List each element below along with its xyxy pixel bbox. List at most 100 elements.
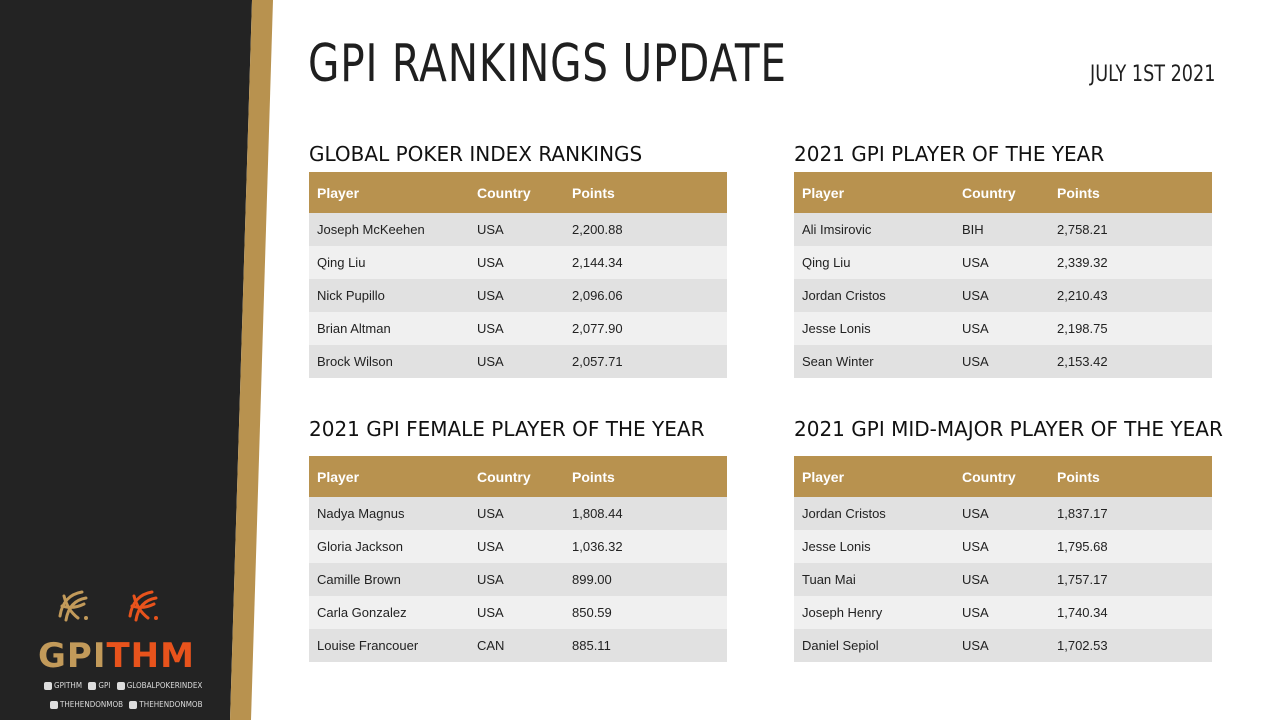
social-handle: THEHENDONMOB	[139, 700, 203, 709]
cell-points: 2,096.06	[572, 279, 727, 312]
cell-player: Joseph Henry	[794, 596, 962, 629]
cell-player: Louise Francouer	[309, 629, 477, 662]
cell-points: 1,740.34	[1057, 596, 1212, 629]
cell-country: USA	[962, 497, 1057, 530]
cell-player: Nadya Magnus	[309, 497, 477, 530]
cell-country: CAN	[477, 629, 572, 662]
table-row: Carla Gonzalez USA 850.59	[309, 596, 727, 629]
cell-player: Brock Wilson	[309, 345, 477, 378]
cell-points: 1,795.68	[1057, 530, 1212, 563]
cell-country: USA	[962, 312, 1057, 345]
social-handle: GLOBALPOKERINDEX	[126, 681, 203, 690]
rankings-table: Player Country Points Ali Imsirovic BIH 2,…	[794, 172, 1212, 378]
cell-player: Jesse Lonis	[794, 312, 962, 345]
cell-points: 2,144.34	[572, 246, 727, 279]
cell-player: Jordan Cristos	[794, 497, 962, 530]
table-row: Joseph McKeehen USA 2,200.88	[309, 213, 727, 246]
header-player: Player	[794, 172, 962, 213]
cell-player: Gloria Jackson	[309, 530, 477, 563]
social-row-2: THEHENDONMOB THEHENDONMOB	[46, 700, 203, 709]
twitter-icon	[50, 700, 58, 709]
section-title: GLOBAL POKER INDEX RANKINGS	[309, 142, 643, 166]
cell-player: Camille Brown	[309, 563, 477, 596]
social-handle: THEHENDONMOB	[60, 700, 124, 709]
cell-player: Tuan Mai	[794, 563, 962, 596]
table-row: Tuan Mai USA 1,757.17	[794, 563, 1212, 596]
table-row: Jordan Cristos USA 2,210.43	[794, 279, 1212, 312]
social-row-1: GPITHM GPI GLOBALPOKERINDEX	[40, 681, 202, 690]
section-title: 2021 GPI PLAYER OF THE YEAR	[794, 142, 1105, 166]
instagram-icon	[44, 681, 52, 690]
table-header: Player Country Points	[794, 456, 1212, 497]
cell-player: Jesse Lonis	[794, 530, 962, 563]
cell-country: USA	[477, 213, 572, 246]
header-points: Points	[1057, 456, 1212, 497]
header-points: Points	[1057, 172, 1212, 213]
cell-points: 2,153.42	[1057, 345, 1212, 378]
table-row: Camille Brown USA 899.00	[309, 563, 727, 596]
cell-points: 1,757.17	[1057, 563, 1212, 596]
cell-points: 2,339.32	[1057, 246, 1212, 279]
cell-country: USA	[962, 530, 1057, 563]
page-date: JULY 1ST 2021	[1090, 62, 1216, 87]
table-header: Player Country Points	[309, 172, 727, 213]
cell-country: BIH	[962, 213, 1057, 246]
header-country: Country	[962, 456, 1057, 497]
table-header: Player Country Points	[794, 172, 1212, 213]
cell-country: USA	[962, 279, 1057, 312]
logo-thm-text: THM	[106, 636, 195, 676]
table-row: Louise Francouer CAN 885.11	[309, 629, 727, 662]
cell-points: 2,057.71	[572, 345, 727, 378]
cell-country: USA	[477, 312, 572, 345]
header-points: Points	[572, 172, 727, 213]
table-row: Joseph Henry USA 1,740.34	[794, 596, 1212, 629]
cell-country: USA	[477, 596, 572, 629]
cell-country: USA	[962, 629, 1057, 662]
cell-player: Ali Imsirovic	[794, 213, 962, 246]
rankings-table: Player Country Points Joseph McKeehen USA…	[309, 172, 727, 378]
cell-player: Carla Gonzalez	[309, 596, 477, 629]
cell-points: 899.00	[572, 563, 727, 596]
header-player: Player	[794, 456, 962, 497]
cell-country: USA	[477, 345, 572, 378]
cell-country: USA	[477, 563, 572, 596]
table-row: Jordan Cristos USA 1,837.17	[794, 497, 1212, 530]
social-handle: GPITHM	[54, 681, 83, 690]
table-row: Qing Liu USA 2,144.34	[309, 246, 727, 279]
gpi-globe-icon	[58, 590, 88, 622]
header-country: Country	[477, 456, 572, 497]
cell-country: USA	[962, 563, 1057, 596]
facebook-icon	[129, 700, 138, 709]
thm-globe-icon	[128, 590, 158, 622]
cell-player: Nick Pupillo	[309, 279, 477, 312]
section-mid-major-player-of-year: 2021 GPI MID-MAJOR PLAYER OF THE YEAR Pl…	[794, 414, 1223, 662]
section-global-rankings: GLOBAL POKER INDEX RANKINGS Player Count…	[309, 139, 729, 378]
page-title: GPI RANKINGS UPDATE	[308, 34, 787, 94]
section-female-player-of-year: 2021 GPI FEMALE PLAYER OF THE YEAR Playe…	[309, 414, 729, 662]
cell-country: USA	[477, 246, 572, 279]
table-row: Gloria Jackson USA 1,036.32	[309, 530, 727, 563]
cell-points: 1,837.17	[1057, 497, 1212, 530]
section-title: 2021 GPI FEMALE PLAYER OF THE YEAR	[309, 417, 705, 441]
twitter-icon	[88, 681, 97, 690]
cell-country: USA	[477, 497, 572, 530]
section-player-of-year: 2021 GPI PLAYER OF THE YEAR Player Count…	[794, 139, 1214, 378]
table-row: Qing Liu USA 2,339.32	[794, 246, 1212, 279]
header-country: Country	[962, 172, 1057, 213]
rankings-table: Player Country Points Nadya Magnus USA 1,8…	[309, 456, 727, 662]
cell-country: USA	[477, 279, 572, 312]
cell-points: 2,077.90	[572, 312, 727, 345]
table-row: Jesse Lonis USA 1,795.68	[794, 530, 1212, 563]
cell-player: Brian Altman	[309, 312, 477, 345]
table-row: Ali Imsirovic BIH 2,758.21	[794, 213, 1212, 246]
section-title: 2021 GPI MID-MAJOR PLAYER OF THE YEAR	[794, 417, 1223, 441]
table-row: Nick Pupillo USA 2,096.06	[309, 279, 727, 312]
cell-points: 2,210.43	[1057, 279, 1212, 312]
cell-points: 850.59	[572, 596, 727, 629]
cell-points: 885.11	[572, 629, 727, 662]
cell-player: Daniel Sepiol	[794, 629, 962, 662]
cell-points: 2,198.75	[1057, 312, 1212, 345]
cell-points: 2,200.88	[572, 213, 727, 246]
cell-points: 1,808.44	[572, 497, 727, 530]
